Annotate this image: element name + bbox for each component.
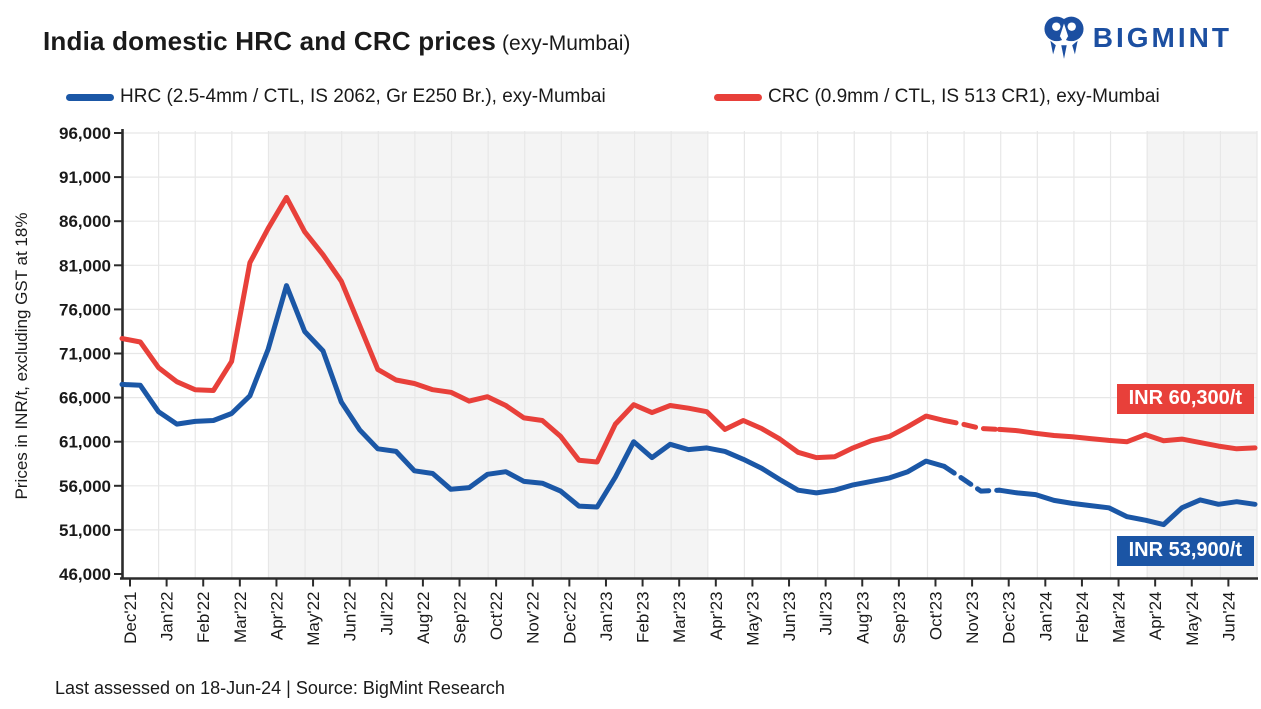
x-tick-label: Dec'22	[560, 592, 579, 644]
x-tick-label: Feb'23	[634, 592, 653, 643]
x-tick-label: May'22	[304, 592, 323, 646]
fiscal-year-bands	[268, 131, 1257, 579]
x-tick-label: May'23	[743, 592, 762, 646]
page-title: India domestic HRC and CRC prices	[43, 26, 497, 56]
x-tick-label: Apr'22	[267, 592, 286, 641]
hrc-line-swatch	[66, 93, 114, 101]
x-tick-label: Nov'23	[963, 592, 982, 644]
hrc-price-line	[119, 283, 1258, 528]
y-tick-label: 86,000	[59, 212, 111, 231]
crc-line-swatch	[714, 93, 762, 101]
x-tick-label: Jun'24	[1219, 592, 1238, 642]
hrc-price-annotation: INR 53,900/t	[1116, 536, 1254, 566]
dashed-segment	[941, 418, 1002, 432]
x-tick-label: Nov'22	[524, 592, 543, 644]
chart-legend: HRC (2.5-4mm / CTL, IS 2062, Gr E250 Br.…	[0, 86, 1261, 112]
x-tick-label: Jan'23	[597, 592, 616, 642]
x-tick-label: Aug'22	[414, 592, 433, 644]
x-tick-label: Apr'23	[707, 592, 726, 641]
bigmint-logo: BIGMINT	[1044, 14, 1232, 62]
x-tick-label: Oct'22	[487, 592, 506, 641]
x-tick-label: Sep'23	[890, 592, 909, 644]
y-tick-label: 71,000	[59, 345, 111, 364]
x-tick-label: Sep'22	[451, 592, 470, 644]
legend-label-hrc: HRC (2.5-4mm / CTL, IS 2062, Gr E250 Br.…	[120, 86, 606, 107]
legend-item-crc: CRC (0.9mm / CTL, IS 513 CR1), exy-Mumba…	[714, 86, 1160, 108]
x-tick-label: Aug'23	[853, 592, 872, 644]
x-tick-label: Jun'22	[341, 592, 360, 642]
x-tick-label: Jan'22	[158, 592, 177, 642]
x-tick-label: Jul'23	[817, 592, 836, 636]
dashed-segment	[941, 463, 1002, 494]
gridlines	[122, 131, 1258, 579]
crc-price-annotation: INR 60,300/t	[1116, 384, 1254, 414]
x-tick-label: Oct'23	[926, 592, 945, 641]
x-tick-label: Mar'22	[231, 592, 250, 643]
source-note: Last assessed on 18-Jun-24 | Source: Big…	[55, 678, 505, 698]
x-tick-label: Feb'24	[1073, 592, 1092, 643]
tick-marks	[114, 132, 1230, 587]
x-tick-label: Mar'23	[670, 592, 689, 643]
legend-label-crc: CRC (0.9mm / CTL, IS 513 CR1), exy-Mumba…	[768, 86, 1160, 107]
bigmint-logo-text: BIGMINT	[1092, 22, 1232, 53]
y-tick-label: 91,000	[59, 168, 111, 187]
x-tick-label: May'24	[1183, 592, 1202, 646]
solid-segment	[119, 194, 947, 465]
x-tick-label: Dec'21	[121, 592, 140, 644]
y-tick-label: 66,000	[59, 389, 111, 408]
y-axis-labels: 46,000 51,000 56,000 61,000 66,000 71,000 76,0…	[59, 124, 111, 584]
header: India domestic HRC and CRC prices (exy-Mu…	[43, 16, 1246, 59]
x-tick-label: Dec'23	[1000, 592, 1019, 644]
legend-item-hrc: HRC (2.5-4mm / CTL, IS 2062, Gr E250 Br.…	[66, 86, 606, 108]
y-tick-label: 81,000	[59, 256, 111, 275]
crc-price-line	[119, 194, 1258, 465]
y-tick-label: 76,000	[59, 300, 111, 319]
y-tick-label: 46,000	[59, 565, 111, 584]
x-axis-labels: Dec'21 Jan'22 Feb'22 Mar'22 Apr'22 May'22 Jun'…	[121, 592, 1238, 646]
x-tick-label: Apr'24	[1146, 592, 1165, 641]
x-tick-label: Mar'24	[1110, 592, 1129, 643]
axes	[120, 129, 1258, 580]
solid-segment	[119, 283, 947, 510]
y-tick-label: 96,000	[59, 124, 111, 143]
y-tick-label: 56,000	[59, 477, 111, 496]
y-tick-label: 51,000	[59, 521, 111, 540]
solid-segment	[996, 487, 1258, 528]
bigmint-logo-icon	[1044, 16, 1084, 59]
x-tick-label: Jul'22	[377, 592, 396, 636]
x-tick-label: Jun'23	[780, 592, 799, 642]
solid-segment	[996, 426, 1258, 452]
x-tick-label: Jan'24	[1036, 592, 1055, 642]
x-tick-label: Feb'22	[194, 592, 213, 643]
y-tick-label: 61,000	[59, 433, 111, 452]
page-title-suffix: (exy-Mumbai)	[502, 32, 631, 55]
